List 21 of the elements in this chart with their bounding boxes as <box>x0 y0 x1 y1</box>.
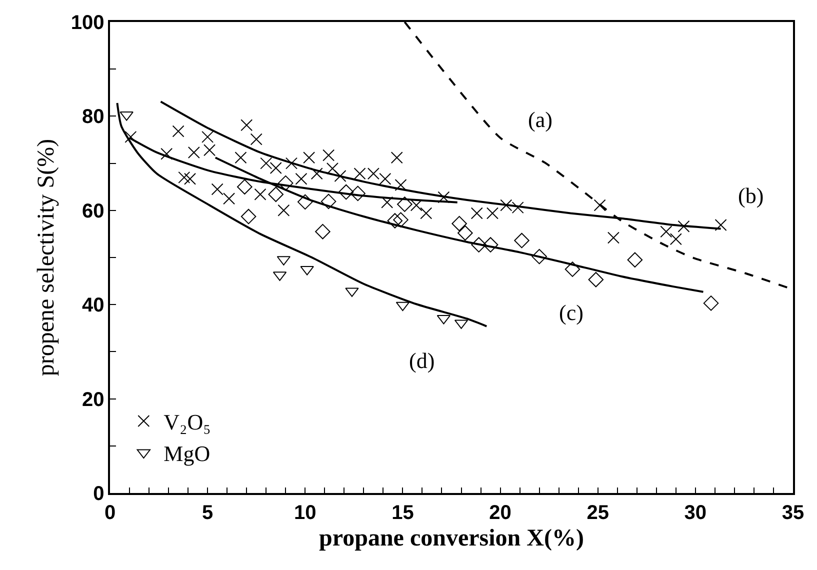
x-tick-label: 15 <box>392 502 414 524</box>
y-tick-label: 80 <box>82 106 104 128</box>
x-tick-label: 20 <box>489 502 512 524</box>
y-tick-label: 60 <box>82 200 104 222</box>
x-tick-label: 35 <box>782 502 804 524</box>
x-tick-label: 30 <box>684 502 707 524</box>
annotation: (a) <box>528 107 552 132</box>
annotation: (d) <box>409 348 435 373</box>
y-tick-label: 40 <box>82 294 104 317</box>
legend-label: MgO <box>164 441 210 466</box>
legend-label: V₂O₅ <box>164 410 211 435</box>
y-tick-label: 20 <box>82 388 104 411</box>
y-axis-title: propene selectivity S(%) <box>33 138 60 376</box>
annotation: (b) <box>738 183 764 208</box>
x-tick-label: 10 <box>294 502 316 524</box>
x-tick-label: 25 <box>586 502 609 524</box>
x-tick-label: 5 <box>202 502 214 524</box>
annotation: (c) <box>559 300 584 325</box>
y-tick-label: 0 <box>93 483 104 505</box>
y-tick-label: 100 <box>70 12 104 34</box>
x-axis-title: propane conversion X(%) <box>319 526 584 552</box>
